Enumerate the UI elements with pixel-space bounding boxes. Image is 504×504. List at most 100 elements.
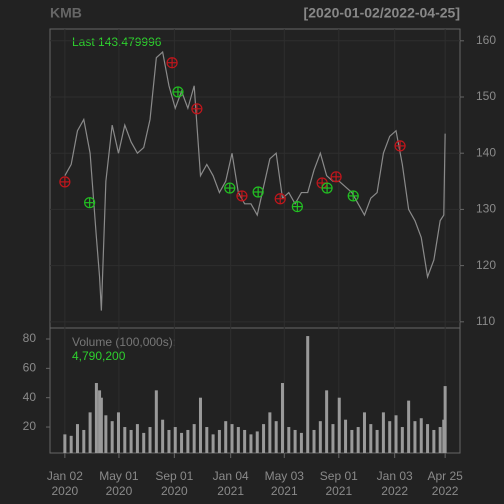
volume-bar — [394, 415, 398, 453]
volume-bar — [255, 431, 259, 453]
volume-bar — [344, 419, 348, 453]
date-range: [2020-01-02/2022-04-25] — [304, 5, 460, 21]
y-tick-label: 20 — [23, 419, 37, 433]
volume-bar — [356, 427, 360, 453]
volume-bar — [129, 429, 133, 453]
volume-bar — [211, 434, 215, 453]
x-tick-label: Jan 02 2020 — [46, 469, 83, 498]
volume-bar — [99, 397, 103, 453]
last-price: Last 143.479996 — [72, 35, 162, 49]
volume-bar — [262, 424, 266, 453]
volume-bar — [299, 432, 303, 453]
y-tick-label: 150 — [476, 89, 496, 103]
volume-bar — [224, 421, 228, 453]
volume-bar — [180, 432, 184, 453]
y-tick-label: 130 — [476, 202, 496, 216]
chart-title: KMB — [50, 5, 82, 21]
volume-bar — [94, 383, 98, 453]
volume-bar — [419, 418, 423, 453]
volume-bar — [154, 390, 158, 453]
signal-marker — [172, 86, 184, 98]
volume-bar — [331, 424, 335, 453]
y-tick-label: 60 — [23, 361, 37, 375]
volume-bar — [82, 429, 86, 453]
volume-bar — [369, 424, 373, 453]
volume-label: Volume (100,000s): — [72, 335, 176, 349]
x-tick-label: May 01 2020 — [99, 469, 139, 498]
last-volume: 4,790,200 — [72, 349, 126, 363]
volume-bar — [88, 412, 92, 453]
volume-bar — [75, 424, 79, 453]
volume-bar — [337, 397, 341, 453]
signal-marker — [84, 197, 96, 209]
x-tick-label: Sep 01 2021 — [319, 469, 358, 498]
signal-marker — [224, 182, 236, 194]
volume-bar — [443, 386, 447, 453]
volume-bar — [98, 390, 102, 453]
volume-bar — [268, 412, 272, 453]
volume-bar — [407, 400, 411, 453]
volume-bar — [148, 427, 152, 453]
volume-bar — [249, 434, 253, 453]
signal-marker — [166, 57, 178, 69]
signal-marker — [274, 193, 286, 205]
volume-bar — [167, 429, 171, 453]
volume-bar — [69, 435, 73, 453]
volume-bar — [400, 427, 404, 453]
volume-bar — [217, 429, 221, 453]
x-tick-label: May 03 2021 — [264, 469, 304, 498]
y-tick-label: 140 — [476, 145, 496, 159]
signal-marker — [321, 182, 333, 194]
y-tick-label: 160 — [476, 33, 496, 47]
volume-bar — [375, 429, 379, 453]
volume-panel — [49, 327, 461, 454]
volume-bar — [426, 424, 430, 453]
volume-bar — [318, 421, 322, 453]
volume-bar — [312, 429, 316, 453]
volume-bar — [413, 421, 417, 453]
x-tick-label: Sep 01 2020 — [155, 469, 194, 498]
volume-bar — [142, 432, 146, 453]
volume-bar — [116, 412, 120, 453]
volume-bar — [381, 412, 385, 453]
volume-bar — [243, 429, 247, 453]
volume-bar — [123, 427, 127, 453]
volume-bar — [287, 427, 291, 453]
volume-bar — [192, 424, 196, 453]
volume-bar — [432, 429, 436, 453]
signal-marker — [347, 190, 359, 202]
volume-bar — [186, 429, 190, 453]
y-tick-label: 80 — [23, 331, 37, 345]
x-tick-label: Jan 04 2021 — [212, 469, 249, 498]
signal-marker — [236, 190, 248, 202]
signal-marker — [291, 201, 303, 213]
price-line — [64, 50, 446, 311]
y-tick-label: 40 — [23, 390, 37, 404]
volume-bar — [236, 427, 240, 453]
signal-marker — [252, 186, 264, 198]
volume-bar — [230, 424, 234, 453]
signal-marker — [59, 176, 71, 188]
volume-bar — [63, 434, 67, 453]
volume-bar — [198, 397, 202, 453]
volume-bar — [161, 419, 165, 453]
volume-bar — [388, 421, 392, 453]
volume-bar — [362, 412, 366, 453]
volume-bar — [104, 415, 108, 453]
y-tick-label: 110 — [476, 314, 495, 328]
volume-bar — [110, 421, 114, 453]
signal-marker — [394, 140, 406, 152]
volume-bar — [205, 427, 209, 453]
volume-bar — [350, 429, 354, 453]
volume-bar — [173, 427, 177, 453]
volume-bar — [135, 424, 139, 453]
x-tick-label: Jan 03 2022 — [376, 469, 413, 498]
x-tick-label: Apr 25 2022 — [427, 469, 463, 498]
volume-bar — [325, 390, 329, 453]
volume-bar — [280, 383, 284, 453]
volume-bar — [438, 427, 442, 453]
signal-marker — [330, 171, 342, 183]
signal-marker — [191, 103, 203, 115]
